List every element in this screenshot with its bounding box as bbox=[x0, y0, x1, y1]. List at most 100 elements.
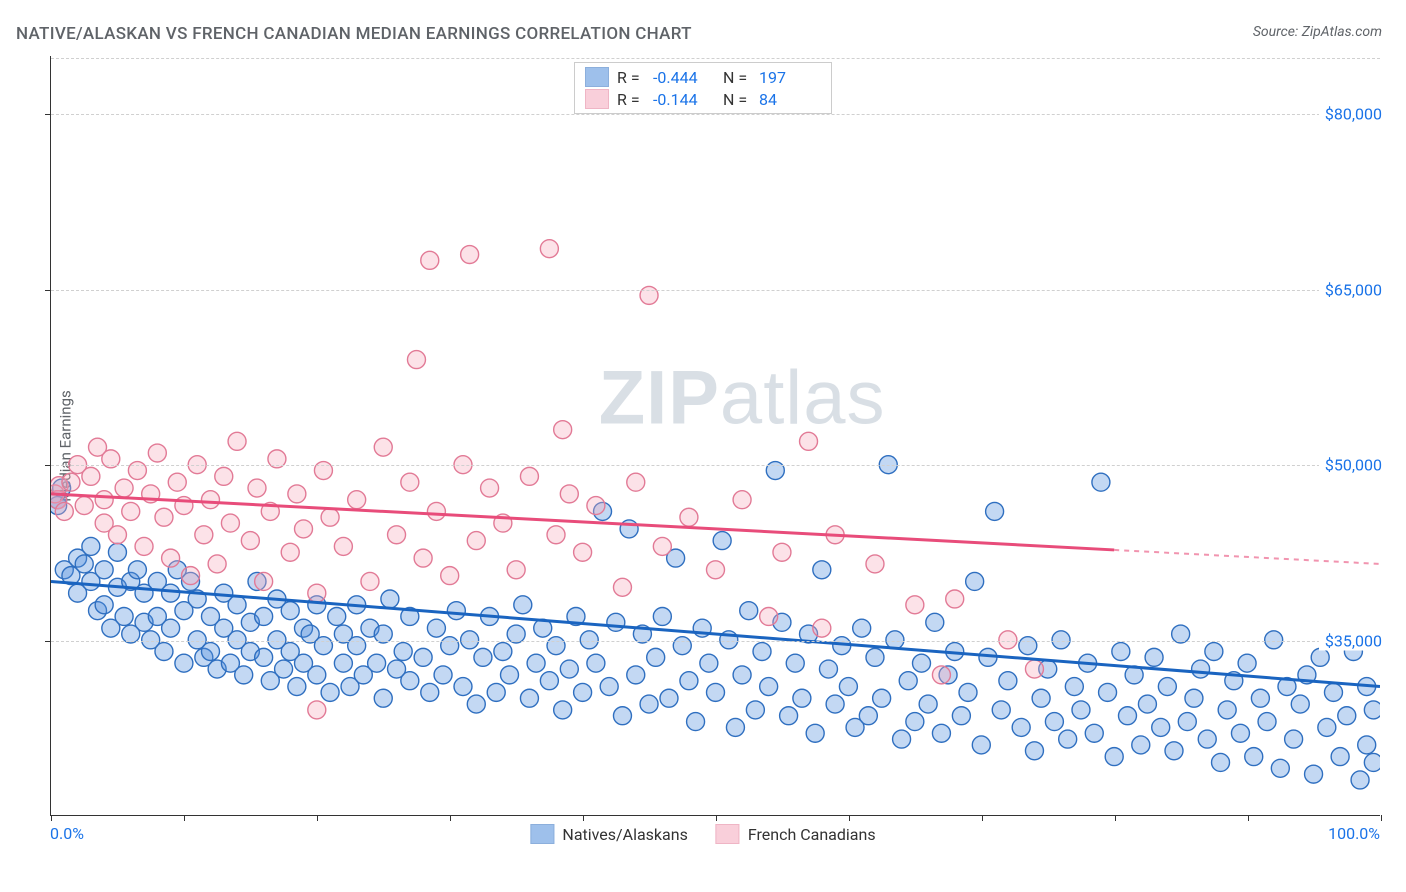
scatter-point bbox=[520, 689, 538, 707]
chart-container: NATIVE/ALASKAN VS FRENCH CANADIAN MEDIAN… bbox=[0, 0, 1406, 892]
scatter-point bbox=[1025, 660, 1043, 678]
scatter-point bbox=[308, 701, 326, 719]
scatter-point bbox=[447, 602, 465, 620]
scatter-point bbox=[308, 584, 326, 602]
scatter-point bbox=[1338, 707, 1356, 725]
scatter-point bbox=[82, 467, 100, 485]
scatter-point bbox=[288, 678, 306, 696]
scatter-point bbox=[1318, 718, 1336, 736]
scatter-point bbox=[1364, 753, 1380, 771]
scatter-point bbox=[1311, 648, 1329, 666]
scatter-point bbox=[308, 666, 326, 684]
scatter-point bbox=[667, 549, 685, 567]
scatter-point bbox=[673, 637, 691, 655]
trend-line-dashed bbox=[1114, 550, 1380, 564]
scatter-point bbox=[786, 654, 804, 672]
scatter-point bbox=[1364, 701, 1380, 719]
scatter-point bbox=[826, 695, 844, 713]
scatter-point bbox=[540, 672, 558, 690]
scatter-point bbox=[434, 666, 452, 684]
scatter-point bbox=[481, 479, 499, 497]
scatter-point bbox=[1032, 689, 1050, 707]
scatter-point bbox=[560, 485, 578, 503]
gridline bbox=[51, 114, 1380, 115]
source-credit: Source: ZipAtlas.com bbox=[1253, 24, 1382, 40]
scatter-point bbox=[866, 648, 884, 666]
scatter-point bbox=[241, 643, 259, 661]
scatter-point bbox=[427, 619, 445, 637]
scatter-point bbox=[640, 695, 658, 713]
scatter-point bbox=[713, 532, 731, 550]
scatter-point bbox=[374, 438, 392, 456]
scatter-point bbox=[148, 608, 166, 626]
scatter-point bbox=[906, 596, 924, 614]
scatter-point bbox=[108, 578, 126, 596]
scatter-point bbox=[394, 643, 412, 661]
scatter-point bbox=[939, 666, 957, 684]
scatter-point bbox=[334, 537, 352, 555]
scatter-point bbox=[122, 502, 140, 520]
scatter-point bbox=[135, 537, 153, 555]
x-tick bbox=[317, 815, 318, 821]
scatter-point bbox=[53, 479, 71, 497]
scatter-point bbox=[959, 683, 977, 701]
scatter-point bbox=[1245, 748, 1263, 766]
scatter-point bbox=[201, 608, 219, 626]
scatter-point bbox=[55, 502, 73, 520]
scatter-point bbox=[800, 432, 818, 450]
scatter-point bbox=[295, 520, 313, 538]
scatter-point bbox=[255, 648, 273, 666]
x-tick bbox=[1381, 815, 1382, 821]
x-tick bbox=[982, 815, 983, 821]
scatter-point bbox=[328, 608, 346, 626]
scatter-point bbox=[388, 660, 406, 678]
scatter-point bbox=[1285, 730, 1303, 748]
scatter-point bbox=[162, 584, 180, 602]
scatter-point bbox=[1358, 736, 1376, 754]
x-tick bbox=[1248, 815, 1249, 821]
scatter-point bbox=[859, 707, 877, 725]
scatter-point bbox=[1291, 695, 1309, 713]
scatter-point bbox=[467, 532, 485, 550]
scatter-point bbox=[919, 695, 937, 713]
scatter-point bbox=[142, 485, 160, 503]
scatter-point bbox=[1099, 683, 1117, 701]
scatter-point bbox=[607, 613, 625, 631]
plot-area: ZIPatlas $35,000$50,000$65,000$80,000 bbox=[50, 56, 1380, 816]
scatter-point bbox=[587, 654, 605, 672]
scatter-point bbox=[1271, 759, 1289, 777]
legend-r-value-0: -0.444 bbox=[653, 68, 715, 87]
scatter-point bbox=[999, 672, 1017, 690]
scatter-point bbox=[255, 572, 273, 590]
series-legend-swatch-0 bbox=[530, 824, 554, 844]
scatter-point bbox=[647, 648, 665, 666]
scatter-point bbox=[321, 683, 339, 701]
scatter-point bbox=[793, 689, 811, 707]
x-axis-min-label: 0.0% bbox=[50, 824, 84, 843]
y-tick-label: $50,000 bbox=[1319, 456, 1382, 475]
scatter-point bbox=[135, 613, 153, 631]
scatter-point bbox=[1178, 713, 1196, 731]
scatter-point bbox=[707, 561, 725, 579]
scatter-point bbox=[926, 613, 944, 631]
scatter-point bbox=[82, 572, 100, 590]
scatter-point bbox=[514, 596, 532, 614]
scatter-point bbox=[441, 637, 459, 655]
scatter-point bbox=[182, 572, 200, 590]
source-prefix: Source: bbox=[1253, 24, 1302, 40]
scatter-point bbox=[461, 246, 479, 264]
scatter-point bbox=[1118, 707, 1136, 725]
scatter-point bbox=[221, 514, 239, 532]
scatter-point bbox=[1132, 736, 1150, 754]
chart-svg bbox=[51, 56, 1380, 815]
gridline bbox=[51, 641, 1380, 642]
scatter-point bbox=[268, 590, 286, 608]
x-tick bbox=[450, 815, 451, 821]
scatter-point bbox=[1039, 660, 1057, 678]
scatter-point bbox=[201, 491, 219, 509]
scatter-point bbox=[1079, 654, 1097, 672]
scatter-point bbox=[494, 643, 512, 661]
scatter-point bbox=[182, 567, 200, 585]
scatter-point bbox=[348, 491, 366, 509]
scatter-point bbox=[1152, 718, 1170, 736]
